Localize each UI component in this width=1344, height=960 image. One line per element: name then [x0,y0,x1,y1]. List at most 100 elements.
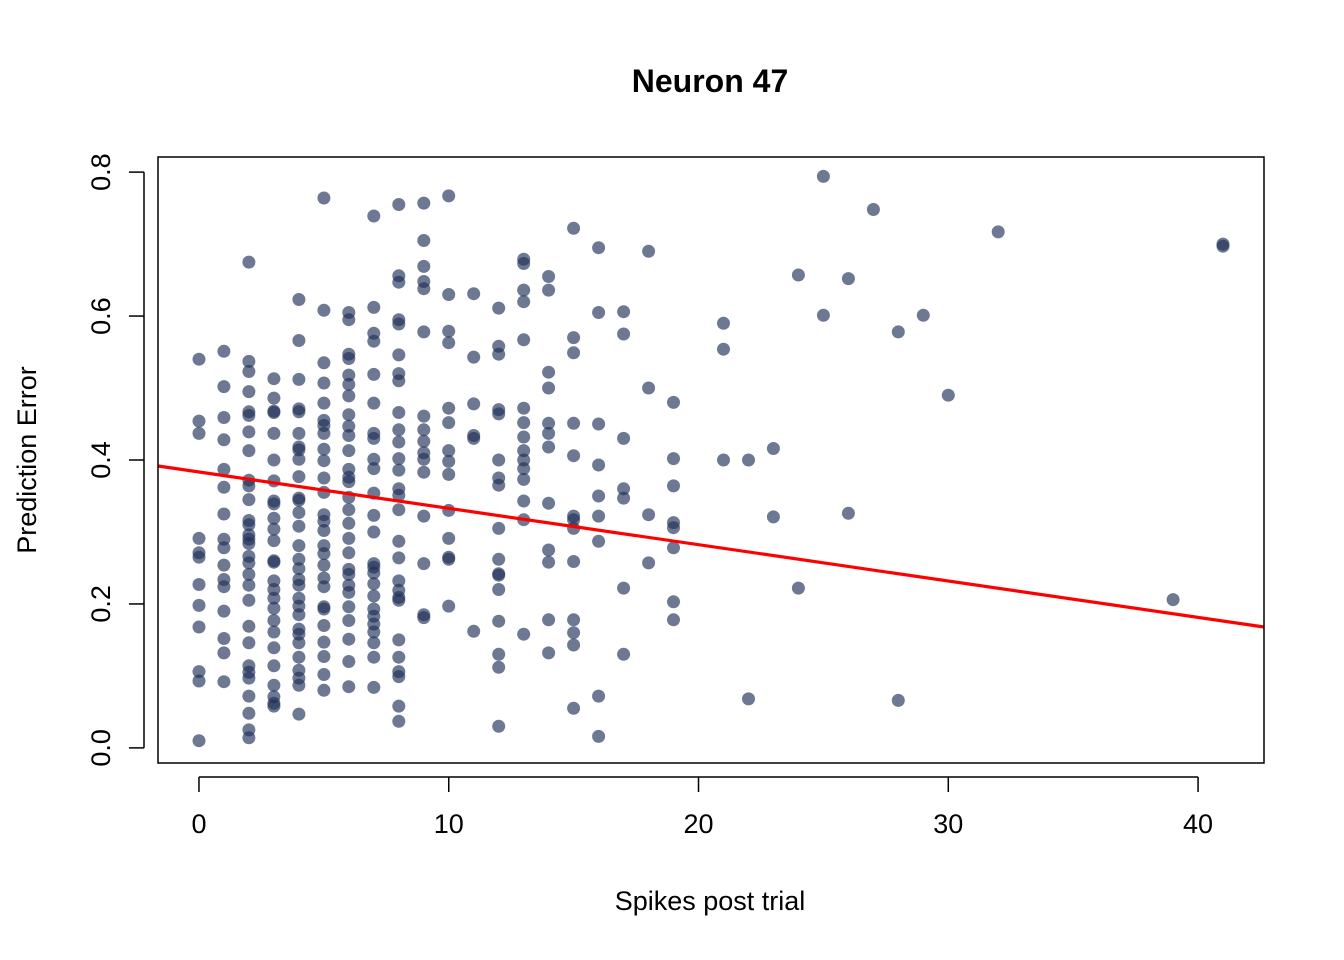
data-point [242,671,256,685]
data-point [766,442,780,455]
data-point [492,301,506,315]
data-point [292,552,306,566]
data-point [592,689,606,703]
data-point [367,577,381,591]
data-point [392,374,406,388]
data-point [342,600,356,614]
data-point [417,409,431,423]
y-tick-label: 0.4 [86,441,116,479]
data-point [267,497,281,511]
data-point [492,347,506,361]
data-point [542,646,556,660]
data-point [442,288,456,301]
data-point [192,414,206,428]
data-point [467,431,481,445]
data-point [317,619,331,632]
data-point [317,442,331,456]
data-point [317,514,331,528]
data-point [292,443,306,457]
data-point [317,547,331,561]
data-point [242,255,256,269]
data-point [242,479,256,493]
data-point [367,300,381,314]
data-point [317,524,331,537]
data-point [392,198,406,211]
y-tick-label: 0.8 [86,153,116,191]
data-point [242,408,256,422]
data-point [816,308,830,322]
data-point [342,632,356,646]
data-point [292,493,306,507]
data-point [392,574,406,588]
data-point [717,453,730,467]
data-point [317,558,331,572]
data-point [242,444,256,458]
data-point [367,508,381,522]
data-point [217,344,231,358]
data-point [567,613,581,627]
data-point [292,539,306,553]
regression-line-layer [157,464,1265,629]
data-point [242,689,256,703]
data-point [392,423,406,437]
data-point [742,692,755,706]
data-point [841,506,855,520]
data-point [292,608,306,622]
data-point [392,275,406,289]
data-point [317,635,331,649]
data-point [267,678,281,692]
data-point [667,613,680,627]
data-point [392,452,406,466]
data-point [292,578,306,592]
data-point [617,482,631,496]
data-point [941,388,955,402]
data-point [417,234,431,247]
data-point [567,346,581,360]
data-point [267,426,281,440]
data-point [292,519,306,533]
data-point [342,444,356,458]
data-point [267,522,281,536]
data-point [891,693,905,707]
data-point [317,683,331,697]
data-point [267,641,281,655]
data-point [841,272,855,286]
data-point [342,419,356,433]
data-point [317,580,331,594]
data-point [392,714,406,728]
data-point [267,591,281,605]
chart-title: Neuron 47 [632,63,788,99]
data-point [816,169,830,183]
data-point [367,566,381,580]
data-point [217,580,231,594]
data-point [467,397,481,411]
data-point [342,585,356,599]
data-point [667,479,680,493]
data-point [592,241,606,255]
data-point [442,599,456,613]
data-point [442,401,456,415]
data-point [367,680,381,694]
data-point [467,350,481,364]
data-point [292,636,306,650]
data-point [192,531,206,545]
data-point [242,493,256,507]
data-point [442,444,456,458]
x-tick-label: 0 [191,809,206,839]
data-point [492,552,506,566]
data-point [542,416,556,430]
data-point [517,444,531,458]
data-point [742,453,755,467]
data-point [567,331,581,345]
data-point [292,426,306,440]
data-point [267,534,281,548]
data-point [442,531,456,545]
data-point [392,551,406,565]
data-point [342,614,356,627]
data-point [592,458,606,472]
data-point [417,325,431,339]
data-point [292,470,306,484]
data-point [517,295,531,309]
y-axis-label: Prediction Error [12,366,42,554]
